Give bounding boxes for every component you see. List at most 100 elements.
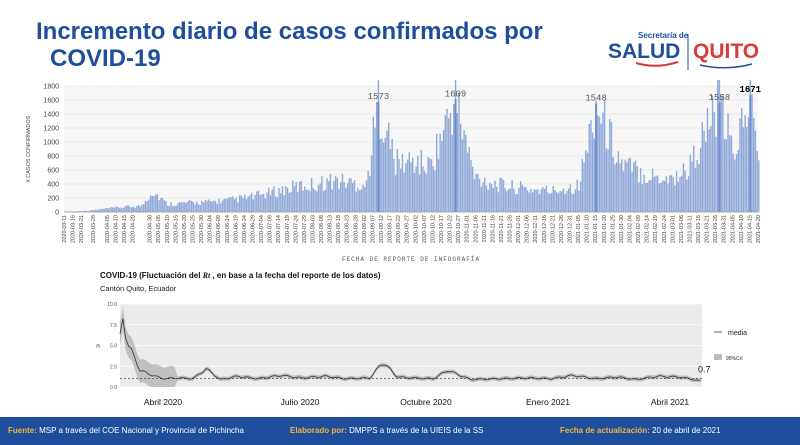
bar [675,171,678,212]
x-tick-label: 2021-01-20 [602,215,608,243]
bar [643,174,645,212]
bar [130,207,133,212]
bar [499,177,501,212]
bar [362,184,364,212]
bar [261,194,263,212]
bar [230,197,232,212]
bar [489,182,491,212]
bar [353,180,356,212]
x-tick-label: 2020-07-19 [285,215,291,243]
bar [269,195,272,212]
bar [142,204,145,212]
rt-x-tick-label: Enero 2021 [526,397,570,407]
x-tick-label: 2020-06-09 [216,215,222,243]
bar [459,123,462,212]
peak-bar [749,95,752,212]
bar [521,184,524,212]
bar [172,206,174,212]
bar [120,207,123,212]
bar [641,184,644,212]
bar [624,159,626,212]
peak-label: 1609 [445,89,467,99]
bar [394,174,397,212]
bar [223,198,225,212]
bar [158,200,160,212]
bar [161,197,164,212]
rt-x-tick-label: Octubre 2020 [400,397,452,407]
bar [408,152,410,212]
bar [266,192,268,212]
footer-update-date: Fecha de actualización: 20 de abril de 2… [560,426,721,435]
bar [202,202,205,212]
y-tick-label: 1000 [43,140,59,147]
bar [340,182,342,212]
bar [89,210,92,212]
bar [358,190,361,212]
bar [304,186,306,212]
bar [679,176,681,212]
bar [670,175,673,212]
x-tick-label: 2020-03-28 [91,215,97,243]
x-tick-label: 2021-03-01 [670,215,676,243]
legend-mean-label: media [728,330,747,337]
bar [77,211,80,212]
x-tick-label: 2021-03-11 [688,215,694,243]
x-tick-label: 2021-02-24 [662,215,668,243]
bar [655,175,657,212]
bar [285,186,287,212]
bar [754,130,757,212]
bar [333,180,335,212]
bar [312,188,315,212]
bar [125,205,128,212]
bar [756,150,758,212]
bar [178,201,181,212]
bar [91,209,93,212]
bar [346,183,349,212]
bar [441,140,443,212]
bar [622,171,625,212]
bar [357,187,359,212]
bar [720,96,722,212]
x-tick-label: 2020-09-27 [405,215,411,243]
bar [281,186,284,212]
bar [151,195,153,212]
bar [204,199,207,212]
bar [667,183,669,212]
bar [633,162,635,212]
rt-y-tick-label: 5.0 [110,344,117,350]
x-tick-label: 2020-05-20 [182,215,188,243]
bar [639,167,642,212]
rt-chart-title: COVID-19 (Fluctuación del Rt , en base a… [100,271,381,280]
bar [328,181,330,212]
bar [737,149,739,212]
bar [518,187,520,212]
bar [98,209,100,212]
bar [254,194,256,212]
bar [415,166,417,212]
bar [118,208,121,212]
bar [687,176,690,212]
bar [168,206,171,212]
x-tick-label: 2020-12-31 [568,215,574,243]
bar [487,189,489,212]
bar [166,205,169,212]
x-tick-label: 2021-03-26 [713,215,719,243]
bar [648,180,650,212]
y-tick-label: 400 [47,182,59,189]
bar [384,137,386,212]
bar [694,167,697,212]
bar [475,174,477,212]
x-tick-label: 2020-11-21 [499,215,505,243]
bar [86,211,88,212]
bar [341,173,344,212]
bar [665,176,668,212]
bar [621,159,623,212]
bar [187,200,189,212]
x-tick-label: 2020-04-20 [131,215,137,243]
x-tick-label: 2020-09-02 [362,215,368,243]
x-tick-label: 2020-05-30 [199,215,205,243]
x-tick-label: 2020-08-08 [319,215,325,243]
bar [753,118,755,212]
bar [364,187,366,212]
x-tick-label: 2020-12-26 [559,215,565,243]
